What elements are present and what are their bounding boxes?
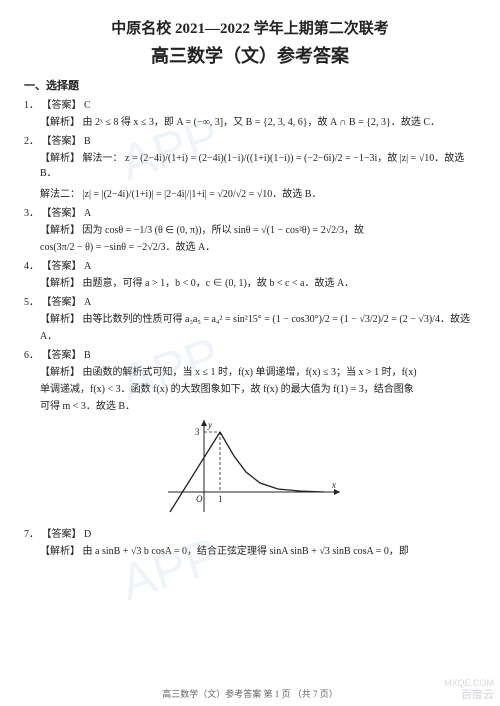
q6-explb: 单调递减，f(x) < 3．函数 f(x) 的大致图象如下，故 f(x) 的最大… xyxy=(40,384,414,395)
q4-expl: 由题意，可得 a > 1，b < 0，c ∈ (0, 1)，故 b < c < … xyxy=(83,278,355,289)
q3-ans: A xyxy=(84,208,91,219)
q5-explb: A． xyxy=(40,331,57,342)
q1-num: 1． xyxy=(24,100,39,111)
q7: 7． 【答案】 D 【解析】 由 a sinB + √3 b cosA = 0，… xyxy=(24,527,476,559)
q3-ans-label: 【答案】 xyxy=(42,208,82,219)
q1-ans-label: 【答案】 xyxy=(42,100,82,111)
q7-ans-label: 【答案】 xyxy=(42,529,82,540)
q2: 2． 【答案】 B 【解析】 解法一： z = (2−4i)/(1+i) = (… xyxy=(24,134,476,202)
q5-ans-label: 【答案】 xyxy=(42,297,82,308)
q4-ans: A xyxy=(84,261,91,272)
q1-expl-label: 【解析】 xyxy=(40,117,80,128)
svg-text:x: x xyxy=(331,480,336,490)
title-line1: 中原名校 2021—2022 学年上期第二次联考 xyxy=(24,18,476,41)
section-header: 一、选择题 xyxy=(24,78,476,95)
q5-expl-label: 【解析】 xyxy=(40,314,80,325)
q3-num: 3． xyxy=(24,208,39,219)
q2-ans-label: 【答案】 xyxy=(42,136,82,147)
title-line2: 高三数学（文）参考答案 xyxy=(24,43,476,70)
watermark-brand: 百度云 xyxy=(461,686,494,702)
q6-expl: 由函数的解析式可知，当 x ≤ 1 时，f(x) 单调递增，f(x) ≤ 3；当… xyxy=(83,367,417,378)
q5-num: 5． xyxy=(24,297,39,308)
q2-m2-label: 解法二： xyxy=(40,189,80,200)
svg-text:y: y xyxy=(207,420,212,430)
q7-ans: D xyxy=(84,529,91,540)
q7-expl: 由 a sinB + √3 b cosA = 0，结合正弦定理得 sinA si… xyxy=(83,546,409,557)
q1: 1． 【答案】 C 【解析】 由 2ˣ ≤ 8 得 x ≤ 3，即 A = (−… xyxy=(24,98,476,130)
q3-expl2: cos(3π/2 − θ) = −sinθ = −2√2/3．故选 A． xyxy=(40,242,215,253)
q6-num: 6． xyxy=(24,350,39,361)
page-footer: 高三数学（文）参考答案 第 1 页 （共 7 页） xyxy=(0,687,500,700)
q7-expl-label: 【解析】 xyxy=(40,546,80,557)
q7-num: 7． xyxy=(24,529,39,540)
svg-text:O: O xyxy=(196,494,203,504)
page: 中原名校 2021—2022 学年上期第二次联考 高三数学（文）参考答案 一、选… xyxy=(0,0,500,569)
q1-expl: 由 2ˣ ≤ 8 得 x ≤ 3，即 A = (−∞, 3]，又 B = {2,… xyxy=(83,117,441,128)
q6-ans: B xyxy=(84,350,91,361)
q4-ans-label: 【答案】 xyxy=(42,261,82,272)
q4-expl-label: 【解析】 xyxy=(40,278,80,289)
q5: 5． 【答案】 A 【解析】 由等比数列的性质可得 a₃a₅ = a₄² = s… xyxy=(24,295,476,344)
q2-expl-label: 【解析】 xyxy=(40,153,80,164)
q2-ans: B xyxy=(84,136,91,147)
svg-text:1: 1 xyxy=(218,494,223,504)
q1-ans: C xyxy=(84,100,91,111)
q3: 3． 【答案】 A 【解析】 因为 cosθ = −1/3 (θ ∈ (0, π… xyxy=(24,206,476,255)
q2-num: 2． xyxy=(24,136,39,147)
q6-expl-label: 【解析】 xyxy=(40,367,80,378)
q4-num: 4． xyxy=(24,261,39,272)
q5-expl: 由等比数列的性质可得 a₃a₅ = a₄² = sin²15° = (1 − c… xyxy=(83,314,470,325)
q2-m1-label: 解法一： xyxy=(83,153,123,164)
q6: 6． 【答案】 B 【解析】 由函数的解析式可知，当 x ≤ 1 时，f(x) … xyxy=(24,348,476,523)
q6-graph: O 1 3y x xyxy=(164,418,476,523)
q2-m2: |z| = |(2−4i)/(1+i)| = |2−4i|/|1+i| = √2… xyxy=(83,189,322,200)
q3-expl1: 因为 cosθ = −1/3 (θ ∈ (0, π))，所以 sinθ = √(… xyxy=(83,225,364,236)
q6-explc: 可得 m < 3．故选 B． xyxy=(40,401,135,412)
svg-text:3: 3 xyxy=(195,427,200,437)
q6-ans-label: 【答案】 xyxy=(42,350,82,361)
q3-expl-label: 【解析】 xyxy=(40,225,80,236)
q4: 4． 【答案】 A 【解析】 由题意，可得 a > 1，b < 0，c ∈ (0… xyxy=(24,259,476,291)
q5-ans: A xyxy=(84,297,91,308)
